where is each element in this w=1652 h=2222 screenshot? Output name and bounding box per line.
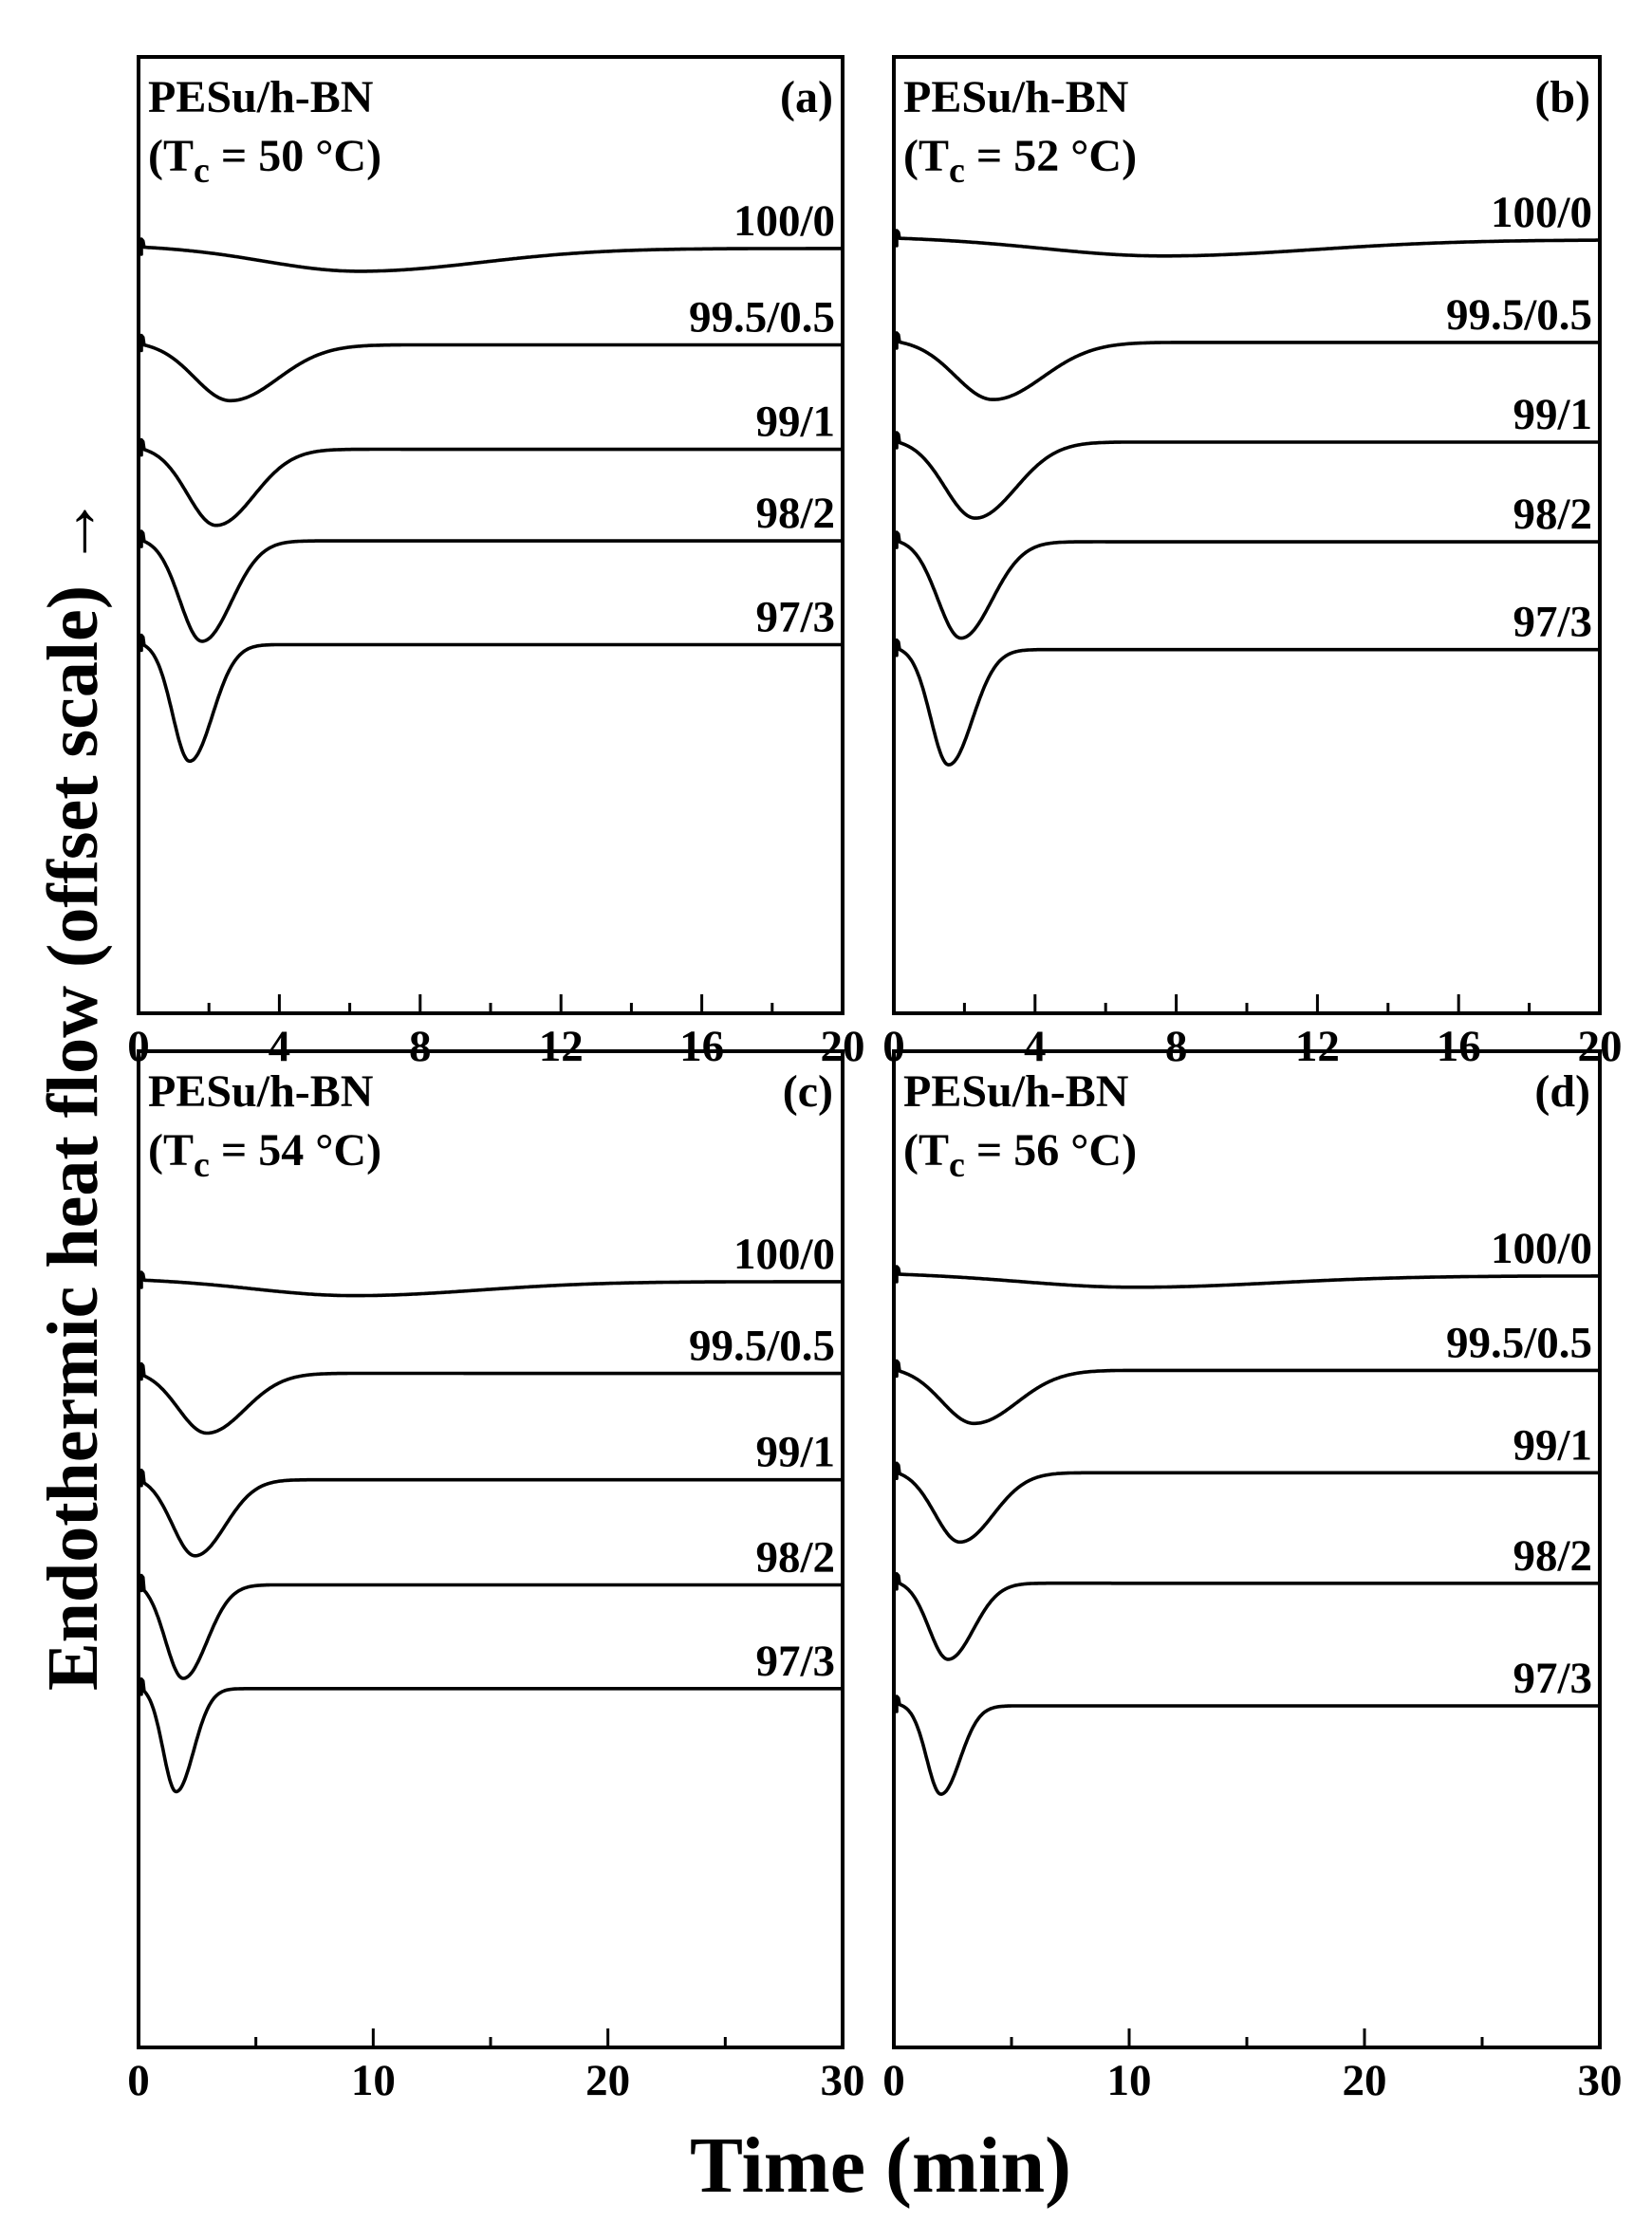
series-label: 99.5/0.5 xyxy=(689,293,835,343)
series-line xyxy=(895,530,1602,640)
series-line xyxy=(139,333,845,403)
series-line xyxy=(895,1694,1602,1796)
series-line xyxy=(139,529,845,643)
series-line xyxy=(895,431,1602,520)
series-label: 98/2 xyxy=(755,1533,835,1583)
x-tick-label: 16 xyxy=(1437,1022,1481,1071)
series-label: 99.5/0.5 xyxy=(689,1322,835,1371)
y-axis-label: Endothermic heat flow (offset scale) → xyxy=(33,495,113,1691)
series-line xyxy=(895,1572,1602,1661)
x-tick-label: 4 xyxy=(1024,1022,1047,1071)
series-line xyxy=(895,229,1602,258)
series-label: 100/0 xyxy=(1491,1224,1592,1273)
x-tick-label: 20 xyxy=(1343,2056,1387,2105)
series-line xyxy=(139,1468,845,1558)
x-axis-label: Time (min) xyxy=(690,2121,1071,2210)
panel-title-line2: (Tc = 50 °C) xyxy=(148,131,381,191)
series-label: 99/1 xyxy=(1513,390,1592,439)
series-line xyxy=(139,437,845,528)
x-tick-label: 30 xyxy=(1578,2056,1623,2105)
panel-id-label: (d) xyxy=(1534,1066,1590,1117)
panel-c: 0 10 20 30 PESu/h-BN (Tc = 54 °C) (c) 100/0 99.5… xyxy=(127,1049,865,2105)
series-label: 100/0 xyxy=(733,1230,835,1279)
x-tick-label: 12 xyxy=(539,1022,584,1071)
series-line xyxy=(139,1677,845,1794)
x-tick-label: 8 xyxy=(409,1022,432,1071)
panel-id-label: (a) xyxy=(780,72,833,122)
plot-frame xyxy=(892,1049,1602,2049)
series-line xyxy=(139,1270,845,1298)
panel-title-line2: (Tc = 52 °C) xyxy=(903,131,1137,191)
panel-title-line1: PESu/h-BN xyxy=(903,1066,1129,1117)
panel-id-label: (b) xyxy=(1534,72,1590,122)
panel-title-line1: PESu/h-BN xyxy=(148,72,374,122)
series-label: 99/1 xyxy=(755,398,835,447)
x-tick-label: 4 xyxy=(269,1022,291,1071)
x-tick-label: 10 xyxy=(1107,2056,1152,2105)
series-label: 97/3 xyxy=(755,1637,835,1686)
x-tick-label: 30 xyxy=(821,2056,865,2105)
series-line xyxy=(139,1573,845,1680)
x-tick-label: 0 xyxy=(882,1022,905,1071)
series-line xyxy=(895,1265,1602,1289)
series-line xyxy=(895,1461,1602,1545)
panel-id-label: (c) xyxy=(783,1066,833,1117)
plot-frame xyxy=(137,1049,845,2049)
series-label: 97/3 xyxy=(1513,1654,1592,1703)
x-tick-label: 10 xyxy=(351,2056,396,2105)
series-label: 99/1 xyxy=(755,1428,835,1477)
x-tick-label: 16 xyxy=(679,1022,724,1071)
series-label: 98/2 xyxy=(1513,490,1592,539)
series-label: 97/3 xyxy=(1513,598,1592,647)
series-line xyxy=(895,331,1602,401)
series-label: 98/2 xyxy=(755,489,835,538)
panel-title-line1: PESu/h-BN xyxy=(148,1066,374,1117)
series-label: 97/3 xyxy=(755,592,835,641)
series-label: 100/0 xyxy=(733,196,835,246)
panel-title-line2: (Tc = 56 °C) xyxy=(903,1125,1137,1185)
series-label: 99.5/0.5 xyxy=(1446,1318,1592,1367)
panels: 0 4 8 12 16 20 PESu/h-BN (Tc = 50 °C) (a) 100/0 99… xyxy=(127,55,1623,2105)
panel-title-line1: PESu/h-BN xyxy=(903,72,1129,122)
x-tick-label: 12 xyxy=(1295,1022,1340,1071)
x-tick-label: 20 xyxy=(585,2056,630,2105)
x-tick-label: 0 xyxy=(127,2056,150,2105)
series-label: 99/1 xyxy=(1513,1420,1592,1470)
series-line xyxy=(895,638,1602,767)
series-label: 99.5/0.5 xyxy=(1446,290,1592,340)
x-tick-label: 0 xyxy=(127,1022,150,1071)
series-line xyxy=(139,237,845,273)
series-line xyxy=(139,1361,845,1435)
x-tick-label: 0 xyxy=(882,2056,905,2105)
panel-d: 0 10 20 30 PESu/h-BN (Tc = 56 °C) (d) 100/0 99.5… xyxy=(882,1049,1623,2105)
series-label: 98/2 xyxy=(1513,1531,1592,1581)
x-tick-label: 8 xyxy=(1165,1022,1188,1071)
series-line xyxy=(895,1359,1602,1426)
series-line xyxy=(139,633,845,764)
series-label: 100/0 xyxy=(1491,188,1592,237)
panel-title-line2: (Tc = 54 °C) xyxy=(148,1125,381,1185)
